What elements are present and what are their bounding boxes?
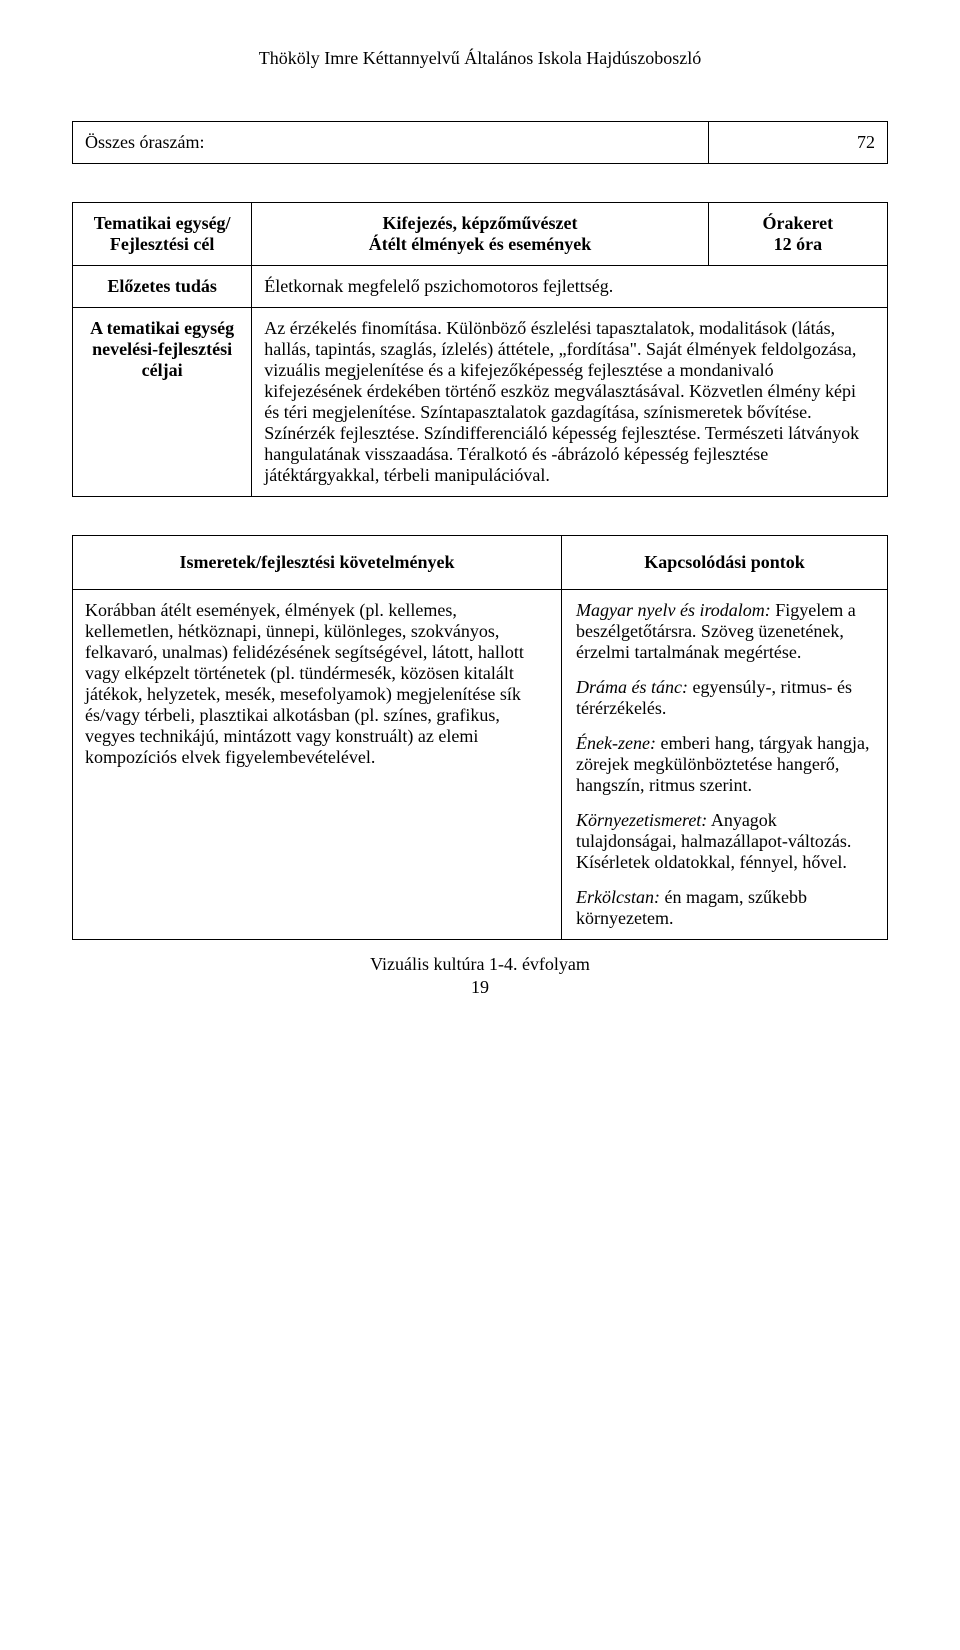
requirements-head-col1: Ismeretek/fejlesztési követelmények: [73, 536, 562, 590]
thematic-unit-table: Tematikai egység/ Fejlesztési cél Kifeje…: [72, 202, 888, 497]
requirements-head-col2: Kapcsolódási pontok: [562, 536, 888, 590]
unit-timeframe-line2: 12 óra: [721, 234, 875, 255]
connection-kornyezet-extra: Kísérletek oldatokkal, fénnyel, hővel.: [576, 852, 875, 873]
prior-knowledge-text: Életkornak megfelelő pszichomotoros fejl…: [252, 266, 888, 308]
unit-goals-label: A tematikai egység nevelési-fejlesztési …: [73, 308, 252, 497]
prior-knowledge-label: Előzetes tudás: [73, 266, 252, 308]
unit-subject-line1: Kifejezés, képzőművészet: [264, 213, 695, 234]
connection-magyar: Magyar nyelv és irodalom: Figyelem a bes…: [576, 600, 875, 663]
unit-goals-text: Az érzékelés finomítása. Különböző észle…: [252, 308, 888, 497]
connection-drama-label: Dráma és tánc:: [576, 677, 688, 697]
connection-magyar-label: Magyar nyelv és irodalom:: [576, 600, 771, 620]
total-hours-table: Összes óraszám: 72: [72, 121, 888, 164]
page-footer: Vizuális kultúra 1-4. évfolyam 19: [72, 954, 888, 998]
document-header: Thököly Imre Kéttannyelvű Általános Isko…: [72, 48, 888, 69]
unit-cell-subject: Kifejezés, képzőművészet Átélt élmények …: [252, 203, 708, 266]
unit-subject-line2: Átélt élmények és események: [264, 234, 695, 255]
total-hours-label: Összes óraszám:: [73, 122, 709, 164]
unit-timeframe-line1: Órakeret: [721, 213, 875, 234]
requirements-body-col2: Magyar nyelv és irodalom: Figyelem a bes…: [562, 590, 888, 940]
connection-enek: Ének-zene: emberi hang, tárgyak hangja, …: [576, 733, 875, 796]
connection-erkolcs-label: Erkölcstan:: [576, 887, 660, 907]
requirements-body-col1: Korábban átélt események, élmények (pl. …: [73, 590, 562, 940]
connection-kornyezet: Környezetismeret: Anyagok tulajdonságai,…: [576, 810, 875, 852]
footer-page-number: 19: [72, 977, 888, 998]
unit-cell-timeframe: Órakeret 12 óra: [708, 203, 887, 266]
total-hours-value: 72: [708, 122, 887, 164]
connection-erkolcs: Erkölcstan: én magam, szűkebb környezete…: [576, 887, 875, 929]
connection-enek-label: Ének-zene:: [576, 733, 656, 753]
footer-line: Vizuális kultúra 1-4. évfolyam: [370, 954, 590, 974]
connection-drama: Dráma és tánc: egyensúly-, ritmus- és té…: [576, 677, 875, 719]
requirements-table: Ismeretek/fejlesztési követelmények Kapc…: [72, 535, 888, 940]
connection-kornyezet-label: Környezetismeret:: [576, 810, 707, 830]
unit-cell-title: Tematikai egység/ Fejlesztési cél: [73, 203, 252, 266]
unit-title-line1: Tematikai egység/: [85, 213, 239, 234]
unit-title-line2: Fejlesztési cél: [85, 234, 239, 255]
